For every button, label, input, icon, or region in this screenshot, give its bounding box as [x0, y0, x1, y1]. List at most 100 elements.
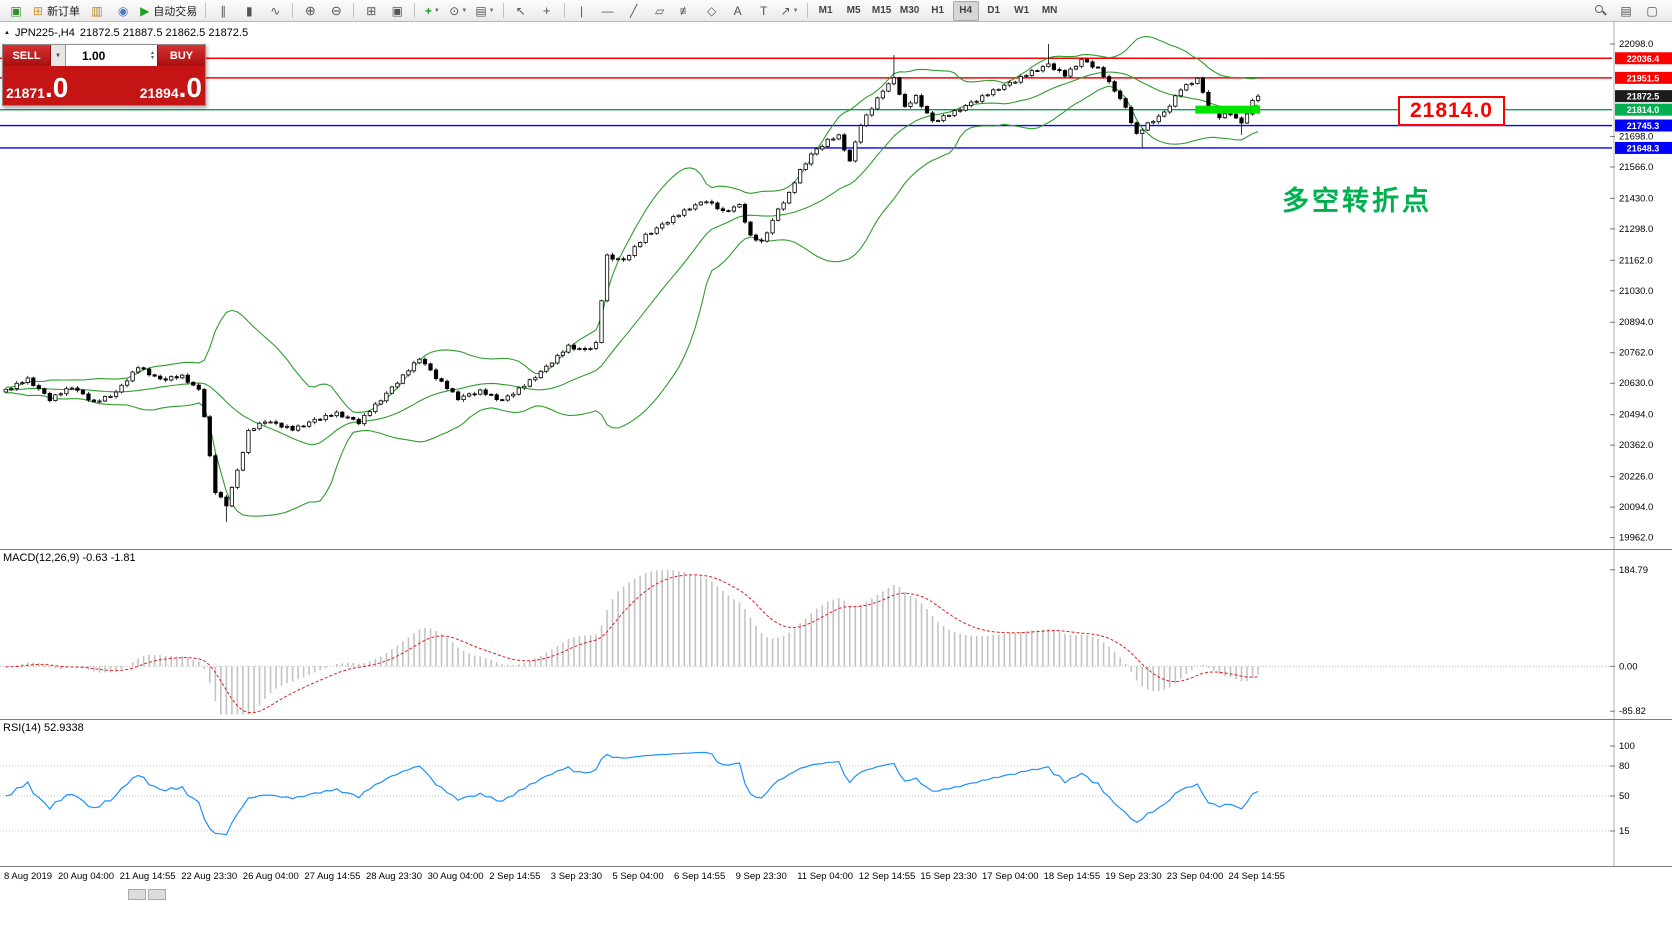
templates-button[interactable]: ▤ ▼ [472, 1, 497, 21]
candle-body [814, 148, 819, 155]
window-tab[interactable] [148, 889, 166, 900]
buy-price: 21894 .0 [140, 74, 202, 107]
horizontal-line-button[interactable]: — [596, 1, 620, 21]
cursor-button[interactable]: ↖ [509, 1, 533, 21]
fibonacci-button[interactable]: ≢ [674, 1, 698, 21]
candle-body [1101, 67, 1106, 78]
candle-body [952, 110, 957, 116]
rsi-indicator-panel[interactable]: 100 80 50 15 [0, 719, 1672, 866]
spin-up-icon[interactable]: ▲ [150, 49, 155, 56]
candle-body [985, 94, 990, 97]
macd-indicator-panel[interactable]: 184.79 0.00 -85.82 [0, 549, 1672, 719]
bar-chart-button[interactable]: ∥ [211, 1, 235, 21]
one-click-collapse-icon[interactable]: ▲ [4, 30, 10, 36]
time-axis[interactable]: 8 Aug 2019 20 Aug 04:00 21 Aug 14:55 22 Aug… [0, 866, 1672, 886]
candle-body [759, 239, 764, 242]
window-tab[interactable] [128, 889, 146, 900]
tile-windows-button[interactable]: ⊞ [359, 1, 383, 21]
candle-body [869, 108, 874, 116]
trendline-icon: ╱ [629, 3, 638, 18]
candle-body [693, 204, 698, 210]
candle-body [1195, 77, 1200, 85]
vertical-line-button[interactable]: | [570, 1, 594, 21]
shapes-button[interactable]: ◇ [700, 1, 724, 21]
timeframe-h4-button[interactable]: H4 [952, 0, 979, 21]
macd-axis-label: 0.00 [1619, 661, 1638, 672]
time-axis-label: 9 Sep 23:30 [735, 871, 787, 882]
candle-body [621, 258, 626, 261]
new-chart-button[interactable]: ▥ [85, 1, 109, 21]
volume-spinner[interactable]: ▲ ▼ [150, 49, 157, 61]
timeframe-m1-button[interactable]: M1 [818, 5, 833, 16]
candle-body [25, 377, 30, 383]
price-tag [1615, 103, 1672, 116]
time-axis-label: 19 Sep 23:30 [1105, 871, 1162, 882]
candle-body [1255, 95, 1261, 101]
app-button[interactable]: ▣ [4, 1, 28, 21]
profiles-button[interactable]: ◉ [111, 1, 135, 21]
candle-body [31, 377, 36, 386]
candle-body [284, 425, 290, 428]
timeframe-m30-button[interactable]: M30 [899, 5, 920, 16]
zoom-in-button[interactable]: ⊕ [298, 1, 322, 21]
caret-down-icon: ▼ [433, 7, 440, 14]
channel-button[interactable]: ▱ [648, 1, 672, 21]
candle-body [3, 388, 8, 393]
time-axis-label: 28 Aug 23:30 [366, 871, 422, 882]
candle-body [560, 351, 566, 356]
window-list-button[interactable]: ▤ [1614, 1, 1638, 21]
volume-field[interactable]: 1.00 ▲ ▼ [66, 45, 157, 66]
buy-button[interactable]: BUY [157, 45, 205, 66]
zoom-out-button[interactable]: ⊖ [324, 1, 348, 21]
candle-body [919, 95, 924, 107]
candle-body [1079, 58, 1084, 67]
cascade-windows-button[interactable]: ▣ [385, 1, 409, 21]
timeframe-m5-button[interactable]: M5 [846, 5, 861, 16]
time-axis-label: 22 Aug 23:30 [181, 871, 238, 882]
candle-body [571, 344, 577, 350]
arrows-button[interactable]: ↗ ▼ [778, 1, 802, 21]
search-button[interactable] [1588, 1, 1612, 21]
trendline-button[interactable]: ╱ [622, 1, 646, 21]
label-icon: T [759, 3, 768, 18]
timeframe-d1-button[interactable]: D1 [987, 5, 1001, 16]
main-chart[interactable]: 22098.0 21698.0 21566.0 21430.0 21298.0 21162… [0, 22, 1672, 549]
timeframe-h1-button[interactable]: H1 [931, 5, 945, 16]
line-chart-button[interactable]: ∿ [263, 1, 287, 21]
candle-body [1134, 122, 1139, 134]
candle-body [351, 417, 356, 420]
spin-down-icon[interactable]: ▼ [150, 54, 155, 61]
fullscreen-button[interactable]: ▢ [1640, 1, 1664, 21]
periods-button[interactable]: ⊙ ▼ [446, 1, 470, 21]
sell-button[interactable]: SELL [3, 45, 51, 66]
new-order-button[interactable]: ⊞ 新订单 [30, 1, 83, 21]
candle-body [124, 380, 130, 386]
text-button[interactable]: A [726, 1, 750, 21]
candle-body [1084, 58, 1090, 63]
candle-body [444, 380, 450, 389]
candle-body [36, 385, 41, 390]
candle-body [698, 201, 703, 206]
candle-body [825, 138, 830, 147]
volume-dropdown-button[interactable]: ▼ [51, 45, 66, 66]
candle-body [1035, 70, 1040, 72]
timeframe-mn-button[interactable]: MN [1041, 5, 1058, 16]
candle-body [47, 393, 52, 401]
candle-body [1040, 66, 1045, 72]
time-axis-label: 18 Sep 14:55 [1043, 871, 1101, 882]
price-tag-value: 22036.4 [1627, 54, 1660, 64]
candle-body [417, 358, 422, 364]
candle-body [472, 393, 477, 396]
timeframe-m15-button[interactable]: M15 [871, 5, 892, 16]
candlestick-chart-button[interactable]: ▮ [237, 1, 261, 21]
candle-body [384, 392, 389, 402]
autotrading-button[interactable]: ▶ 自动交易 [137, 1, 200, 21]
candle-body [174, 376, 179, 379]
candle-body [158, 375, 163, 380]
label-button[interactable]: T [752, 1, 776, 21]
candle-body [229, 486, 234, 507]
crosshair-button[interactable]: + [535, 1, 559, 21]
indicators-button[interactable]: + ▼ [420, 1, 444, 21]
timeframe-w1-button[interactable]: W1 [1014, 5, 1030, 16]
candle-body [781, 202, 786, 210]
